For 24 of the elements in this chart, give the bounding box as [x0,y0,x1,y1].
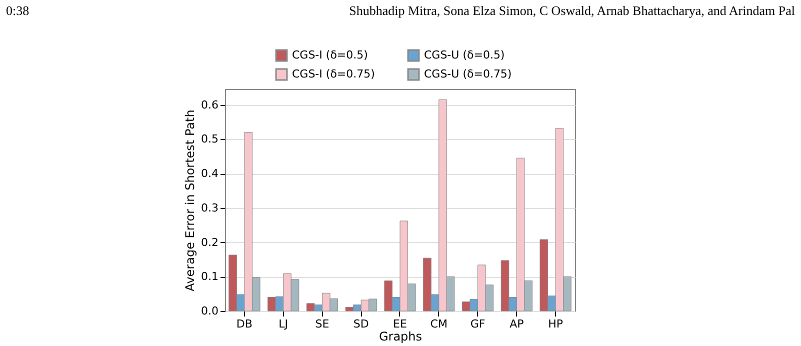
text: 0:38 [6,3,30,18]
x-tick-label: LJ [278,318,288,330]
x-tick-label: DB [236,318,252,330]
y-tick-label: 0.5 [201,132,218,146]
legend-label: CGS-U (δ=0.5) [424,48,505,62]
y-tick-label: 0.2 [201,236,218,249]
x-tick-label: HP [548,318,564,330]
legend-label: CGS-I (δ=0.5) [292,48,368,62]
x-tick-label: CM [430,318,448,330]
x-tick-label: GF [470,318,486,330]
y-tick-label: 0.1 [201,270,218,284]
x-tick-label: SE [315,318,330,330]
legend-label: CGS-U (δ=0.75) [424,68,512,80]
x-tick-label: AP [510,318,524,330]
y-tick-label: 0.4 [201,167,218,180]
y-tick-label: 0.6 [201,98,218,112]
y-tick-label: 0.0 [201,304,218,318]
x-tick-label: EE [393,318,407,330]
y-axis-title: Average Error in Shortest Path [183,110,198,292]
text: Shubhadip Mitra, Sona Elza Simon, C Oswald, Arnab Bhattacharya, and Arindam Pal [349,3,796,18]
legend-label: CGS-I (δ=0.75) [292,68,375,80]
x-axis-title: Graphs [378,330,422,344]
x-tick-label: SD [353,318,369,330]
y-tick-label: 0.3 [201,201,218,214]
